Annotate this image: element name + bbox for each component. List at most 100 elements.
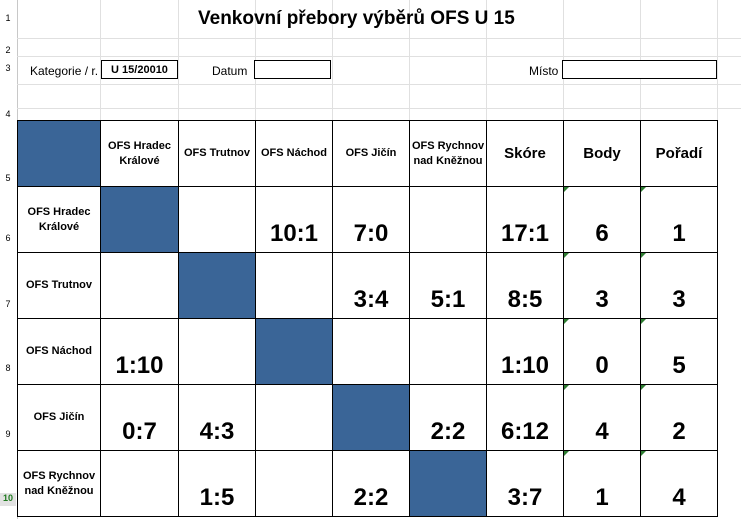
gridline-horizontal bbox=[17, 108, 741, 109]
result-cell[interactable]: 2:2 bbox=[409, 384, 487, 451]
rank-value: 4 bbox=[672, 484, 686, 511]
gridline-vertical bbox=[486, 0, 487, 120]
rank-cell[interactable]: 5 bbox=[640, 318, 718, 385]
result-cell[interactable]: 4:3 bbox=[178, 384, 256, 451]
result-cell[interactable]: 3:4 bbox=[332, 252, 410, 319]
column-header[interactable]: OFS Rychnov nad Kněžnou bbox=[409, 120, 487, 187]
column-header[interactable]: OFS Trutnov bbox=[178, 120, 256, 187]
result-cell[interactable]: 10:1 bbox=[255, 186, 333, 253]
match-result: 1:5 bbox=[199, 484, 235, 511]
score-cell[interactable]: 1:10 bbox=[486, 318, 564, 385]
gridline-horizontal bbox=[17, 38, 741, 39]
comment-indicator-icon bbox=[564, 451, 569, 456]
row-number[interactable]: 7 bbox=[5, 299, 11, 309]
match-result: 1:10 bbox=[115, 352, 164, 379]
row-number[interactable]: 4 bbox=[5, 109, 11, 119]
row-number[interactable]: 2 bbox=[5, 45, 11, 55]
match-result: 4:3 bbox=[199, 418, 235, 445]
rank-cell[interactable]: 3 bbox=[640, 252, 718, 319]
score-value: 1:10 bbox=[500, 352, 550, 379]
column-header[interactable]: OFS Jičín bbox=[332, 120, 410, 187]
comment-indicator-icon bbox=[564, 187, 569, 192]
row-number[interactable]: 3 bbox=[5, 63, 11, 73]
column-header-label: OFS Rychnov nad Kněžnou bbox=[411, 139, 485, 167]
result-cell[interactable] bbox=[409, 318, 487, 385]
result-cell[interactable] bbox=[255, 450, 333, 517]
score-cell[interactable]: 3:7 bbox=[486, 450, 564, 517]
row-number[interactable]: 10 bbox=[0, 493, 16, 506]
result-cell[interactable] bbox=[255, 384, 333, 451]
points-value: 3 bbox=[595, 286, 609, 313]
result-cell[interactable]: 7:0 bbox=[332, 186, 410, 253]
result-cell[interactable] bbox=[178, 318, 256, 385]
team-name: OFS Trutnov bbox=[26, 279, 92, 291]
result-cell[interactable] bbox=[409, 186, 487, 253]
score-cell[interactable]: 6:12 bbox=[486, 384, 564, 451]
points-cell[interactable]: 3 bbox=[563, 252, 641, 319]
row-number[interactable]: 1 bbox=[5, 13, 11, 23]
column-header-label: OFS Jičín bbox=[345, 147, 397, 159]
team-name: OFS Jičín bbox=[33, 411, 85, 423]
points-value: 4 bbox=[595, 418, 609, 445]
column-header[interactable]: OFS Náchod bbox=[255, 120, 333, 187]
row-number[interactable]: 8 bbox=[5, 363, 11, 373]
result-cell[interactable]: 1:5 bbox=[178, 450, 256, 517]
result-cell[interactable] bbox=[100, 450, 179, 517]
match-result: 2:2 bbox=[430, 418, 466, 445]
result-cell[interactable] bbox=[100, 252, 179, 319]
row-header[interactable]: OFS Hradec Králové bbox=[17, 186, 101, 253]
points-cell[interactable]: 0 bbox=[563, 318, 641, 385]
rank-cell[interactable]: 1 bbox=[640, 186, 718, 253]
row-header[interactable]: OFS Jičín bbox=[17, 384, 101, 451]
result-cell[interactable]: 0:7 bbox=[100, 384, 179, 451]
comment-indicator-icon bbox=[564, 385, 569, 390]
result-cell[interactable]: 1:10 bbox=[100, 318, 179, 385]
category-value: U 15/20010 bbox=[111, 63, 168, 76]
row-number[interactable]: 6 bbox=[5, 233, 11, 243]
date-input-cell[interactable] bbox=[254, 60, 331, 79]
score-cell[interactable]: 17:1 bbox=[486, 186, 564, 253]
row-header[interactable]: OFS Náchod bbox=[17, 318, 101, 385]
result-cell[interactable] bbox=[332, 318, 410, 385]
row-number[interactable]: 5 bbox=[5, 173, 11, 183]
gridline-vertical bbox=[332, 0, 333, 120]
column-header[interactable]: Body bbox=[563, 120, 641, 187]
rank-value: 2 bbox=[672, 418, 686, 445]
rank-value: 3 bbox=[672, 286, 686, 313]
score-cell[interactable]: 8:5 bbox=[486, 252, 564, 319]
gridline-vertical bbox=[100, 0, 101, 120]
sheet-title: Venkovní přebory výběrů OFS U 15 bbox=[198, 8, 515, 29]
score-value: 3:7 bbox=[507, 484, 543, 511]
row-number[interactable]: 9 bbox=[5, 429, 11, 439]
rank-cell[interactable]: 2 bbox=[640, 384, 718, 451]
place-input-cell[interactable] bbox=[562, 60, 717, 79]
place-label: Místo bbox=[529, 64, 559, 78]
column-header[interactable]: Skóre bbox=[486, 120, 564, 187]
comment-indicator-icon bbox=[641, 451, 646, 456]
column-header[interactable]: Pořadí bbox=[640, 120, 718, 187]
row-header[interactable]: OFS Trutnov bbox=[17, 252, 101, 319]
result-cell[interactable] bbox=[178, 186, 256, 253]
result-cell[interactable]: 2:2 bbox=[332, 450, 410, 517]
rank-cell[interactable]: 4 bbox=[640, 450, 718, 517]
gridline-horizontal bbox=[17, 56, 741, 57]
column-header-label: OFS Náchod bbox=[260, 147, 327, 159]
category-value-cell[interactable]: U 15/20010 bbox=[101, 60, 178, 79]
points-cell[interactable]: 6 bbox=[563, 186, 641, 253]
score-value: 6:12 bbox=[500, 418, 550, 445]
points-cell[interactable]: 4 bbox=[563, 384, 641, 451]
team-name: OFS Rychnov nad Kněžnou bbox=[22, 469, 96, 497]
comment-indicator-icon bbox=[564, 253, 569, 258]
column-header-label: OFS Trutnov bbox=[184, 147, 250, 159]
match-result: 2:2 bbox=[353, 484, 389, 511]
row-header[interactable]: OFS Rychnov nad Kněžnou bbox=[17, 450, 101, 517]
team-name: OFS Hradec Králové bbox=[27, 205, 91, 233]
result-cell[interactable]: 5:1 bbox=[409, 252, 487, 319]
corner-cell bbox=[17, 120, 101, 187]
comment-indicator-icon bbox=[641, 385, 646, 390]
column-header[interactable]: OFS Hradec Králové bbox=[100, 120, 179, 187]
points-cell[interactable]: 1 bbox=[563, 450, 641, 517]
match-result: 0:7 bbox=[122, 418, 157, 445]
result-cell[interactable] bbox=[255, 252, 333, 319]
